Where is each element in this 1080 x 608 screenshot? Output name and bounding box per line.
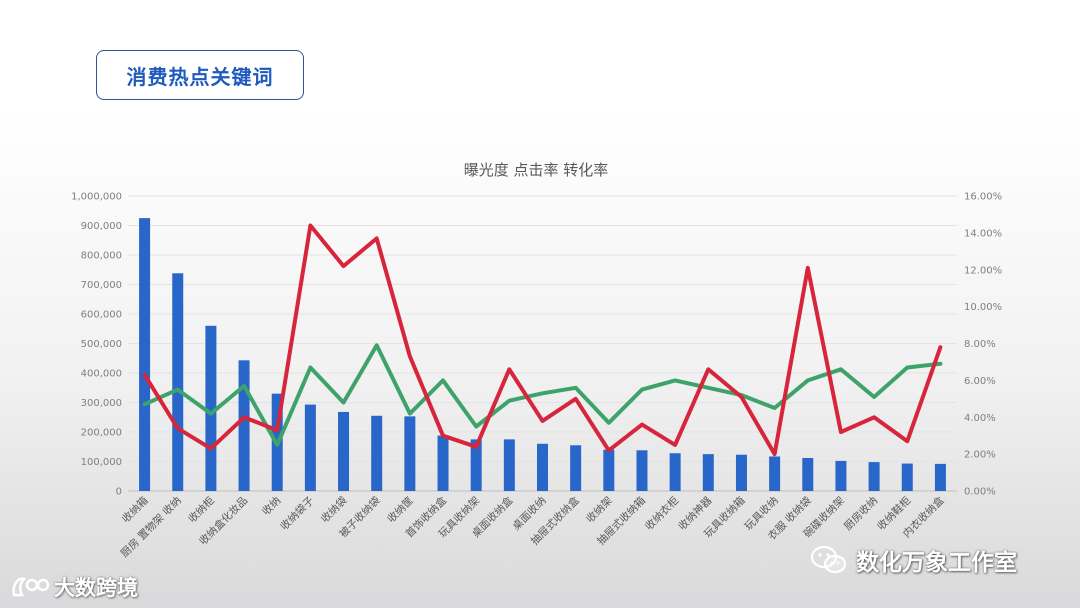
bar-13 bbox=[537, 444, 548, 491]
x-tick-label: 厨房收纳 bbox=[841, 494, 880, 533]
right-tick-label: 12.00% bbox=[964, 265, 1002, 276]
watermark-right: 数化万象工作室 bbox=[810, 538, 1017, 582]
bar-12 bbox=[504, 439, 515, 491]
left-tick-label: 800,000 bbox=[81, 251, 122, 262]
line-series-1 bbox=[145, 345, 941, 445]
bar-10 bbox=[438, 436, 449, 491]
left-tick-label: 900,000 bbox=[81, 221, 122, 232]
left-tick-label: 1,000,000 bbox=[71, 192, 122, 203]
bar-2 bbox=[172, 273, 183, 491]
bar-6 bbox=[305, 405, 316, 491]
right-axis: 0.00% 2.00% 4.00% 6.00% 8.00% 10.00% 12.00% 14.… bbox=[964, 192, 1002, 498]
bar-4 bbox=[239, 360, 250, 491]
right-tick-label: 0.00% bbox=[964, 487, 996, 498]
bar-23 bbox=[869, 462, 880, 491]
bar-18 bbox=[703, 454, 714, 491]
left-tick-label: 500,000 bbox=[81, 339, 122, 350]
bar-9 bbox=[404, 416, 415, 491]
bar-1 bbox=[139, 218, 150, 491]
left-tick-label: 300,000 bbox=[81, 398, 122, 409]
right-tick-label: 4.00% bbox=[964, 413, 996, 424]
bar-7 bbox=[338, 412, 349, 491]
bar-8 bbox=[371, 416, 382, 491]
left-tick-label: 100,000 bbox=[81, 457, 122, 468]
line-series bbox=[145, 226, 941, 455]
x-tick-label: 收纳柜 bbox=[186, 494, 217, 525]
x-tick-label: 收纳 bbox=[259, 494, 283, 518]
left-tick-label: 400,000 bbox=[81, 369, 122, 380]
watermark-left-text: 大数跨境 bbox=[54, 572, 138, 602]
bar-25 bbox=[935, 464, 946, 491]
x-tick-label: 收纳衣柜 bbox=[642, 494, 681, 533]
bar-15 bbox=[603, 450, 614, 491]
right-tick-label: 6.00% bbox=[964, 376, 996, 387]
x-tick-label: 收纳架 bbox=[583, 494, 615, 526]
chart-title: 曝光度 点击率 转化率 bbox=[464, 161, 609, 179]
bar-22 bbox=[835, 461, 846, 491]
bar-21 bbox=[802, 458, 813, 491]
left-tick-label: 0 bbox=[116, 487, 122, 498]
left-axis: 0 100,000 200,000 300,000 400,000 500,000 600,… bbox=[71, 192, 122, 498]
x-tick-label: 收纳箱 bbox=[119, 494, 150, 525]
bar-17 bbox=[670, 453, 681, 491]
left-tick-label: 200,000 bbox=[81, 428, 122, 439]
right-tick-label: 10.00% bbox=[964, 302, 1002, 313]
right-tick-label: 2.00% bbox=[964, 450, 996, 461]
brand-logo-icon bbox=[10, 573, 50, 601]
wechat-icon bbox=[810, 544, 848, 576]
x-tick-label: 收纳袋子 bbox=[278, 494, 317, 533]
bar-19 bbox=[736, 455, 747, 491]
watermark-left: 大数跨境 bbox=[10, 570, 138, 604]
left-tick-label: 600,000 bbox=[81, 310, 122, 321]
bar-24 bbox=[902, 464, 913, 491]
x-tick-label: 厨房 置物架 收纳 bbox=[118, 494, 184, 560]
x-tick-label: 收纳袋 bbox=[318, 494, 350, 526]
left-tick-label: 700,000 bbox=[81, 280, 122, 291]
bar-20 bbox=[769, 456, 780, 491]
right-tick-label: 14.00% bbox=[964, 228, 1002, 239]
watermark-right-text: 数化万象工作室 bbox=[856, 543, 1017, 577]
x-tick-label: 收纳筐 bbox=[385, 494, 416, 525]
right-tick-label: 8.00% bbox=[964, 339, 996, 350]
right-tick-label: 16.00% bbox=[964, 192, 1002, 203]
bar-16 bbox=[636, 450, 647, 491]
bar-14 bbox=[570, 445, 581, 491]
